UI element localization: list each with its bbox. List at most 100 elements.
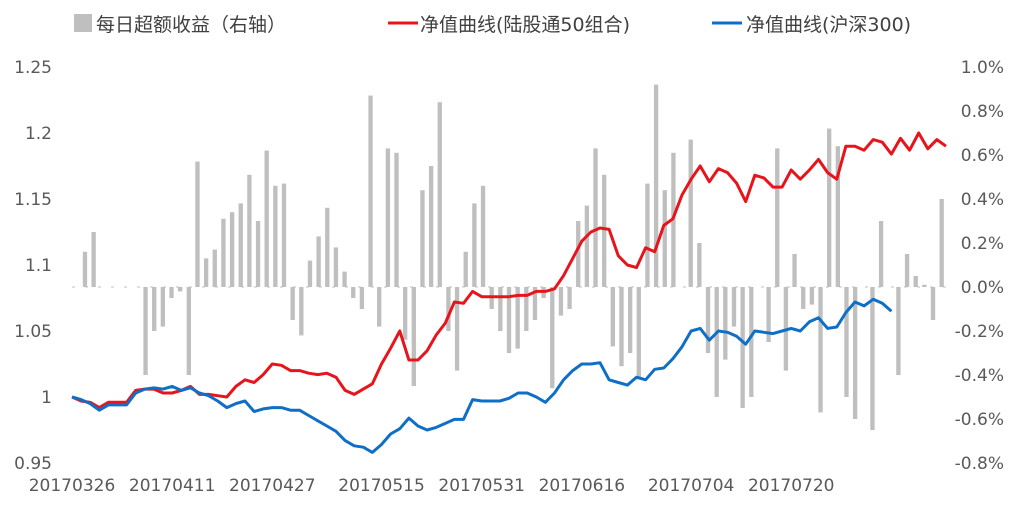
excess-return-bar	[524, 287, 529, 331]
excess-return-bar	[913, 276, 918, 287]
excess-return-bar	[662, 190, 667, 287]
excess-return-bar	[472, 203, 477, 287]
excess-return-bar	[602, 174, 607, 287]
x-axis-tick-label: 20170616	[539, 476, 626, 496]
left-axis: 0.95 1 1.05 1.1 1.15 1.2 1.25	[14, 58, 52, 474]
excess-return-bar	[299, 287, 304, 336]
excess-return-bar	[515, 287, 520, 349]
excess-return-bar	[351, 287, 356, 298]
excess-return-bar	[152, 287, 157, 331]
right-axis-tick-label: 1.0%	[961, 58, 1004, 78]
left-axis-tick-label: 1.15	[14, 190, 52, 210]
x-axis-tick-label: 20170411	[129, 476, 216, 496]
left-axis-tick-label: 1.1	[25, 256, 52, 276]
excess-return-bar	[368, 95, 373, 287]
left-axis-tick-label: 0.95	[14, 454, 52, 474]
excess-return-bar	[809, 287, 815, 305]
excess-return-bar	[160, 287, 166, 327]
excess-return-bar	[428, 166, 434, 287]
legend-label-portfolio-line: 净值曲线(陆股通50组合)	[420, 14, 630, 36]
excess-return-bar	[82, 251, 88, 287]
right-axis-tick-label: 0.6%	[961, 146, 1004, 166]
excess-return-bar	[775, 148, 780, 287]
excess-return-bar	[411, 287, 416, 386]
excess-return-bar	[143, 287, 148, 375]
excess-return-bar	[558, 287, 564, 316]
excess-return-bar	[576, 221, 581, 287]
x-axis-tick-label: 20170326	[29, 476, 116, 496]
excess-return-bar	[377, 287, 382, 327]
excess-return-bar	[878, 221, 884, 287]
left-axis-tick-label: 1.05	[14, 322, 52, 342]
excess-return-bar	[904, 254, 910, 287]
excess-return-bar	[264, 150, 269, 287]
excess-return-bar	[498, 287, 503, 331]
excess-return-bar	[930, 287, 936, 320]
excess-return-bar	[567, 287, 572, 309]
excess-return-bar	[697, 243, 702, 287]
excess-return-bar	[420, 190, 425, 287]
excess-return-bar	[827, 128, 832, 287]
nav-lines	[71, 131, 947, 454]
excess-return-bar	[255, 221, 261, 287]
excess-return-bar	[922, 284, 927, 287]
legend-label-hs300-line: 净值曲线(沪深300)	[746, 14, 911, 36]
excess-return-bar	[446, 287, 451, 331]
excess-return-bar	[749, 287, 754, 397]
excess-return-bar	[532, 287, 538, 320]
excess-return-bar	[506, 287, 512, 353]
excess-return-bar	[610, 287, 616, 347]
excess-return-bar	[91, 232, 96, 287]
excess-return-bar	[844, 287, 849, 397]
excess-return-bar	[550, 287, 555, 389]
excess-return-bar	[627, 287, 633, 353]
excess-return-bar	[221, 218, 226, 287]
excess-return-bar	[273, 185, 278, 287]
excess-return-bar	[766, 287, 771, 342]
excess-return-bar	[688, 139, 693, 287]
excess-return-bar	[792, 254, 797, 287]
x-axis-tick-label: 20170704	[648, 476, 735, 496]
excess-return-bar	[281, 183, 287, 287]
excess-return-bar	[385, 148, 391, 287]
right-axis-tick-label: -0.4%	[955, 366, 1004, 386]
excess-return-bar	[870, 287, 875, 430]
excess-return-bar	[316, 236, 321, 287]
excess-return-bar	[186, 287, 191, 375]
left-axis-tick-label: 1	[41, 388, 52, 408]
excess-return-bar	[835, 146, 840, 287]
excess-return-bar	[619, 287, 624, 367]
excess-return-bar	[325, 207, 330, 287]
right-axis-tick-label: -0.2%	[955, 322, 1004, 342]
excess-return-bar	[195, 161, 200, 287]
excess-return-bar	[394, 152, 399, 287]
legend: 每日超额收益（右轴） 净值曲线(陆股通50组合) 净值曲线(沪深300)	[74, 14, 911, 36]
legend-label-excess-bar: 每日超额收益（右轴）	[96, 14, 286, 36]
excess-return-bar	[437, 102, 442, 287]
excess-return-bar	[307, 260, 313, 287]
excess-return-bar	[645, 183, 650, 287]
x-axis-tick-label: 20170515	[338, 476, 425, 496]
excess-return-bar	[290, 287, 295, 320]
portfolio-nav-line	[71, 131, 947, 410]
excess-return-bar	[852, 287, 858, 419]
excess-return-bar	[584, 205, 590, 287]
excess-return-bar	[480, 185, 486, 287]
excess-return-bar	[247, 174, 252, 287]
excess-return-bar	[169, 287, 174, 298]
excess-return-bar	[463, 251, 468, 287]
excess-return-bar	[723, 287, 728, 360]
excess-return-bar	[740, 287, 745, 408]
excess-return-bar	[801, 287, 806, 309]
x-axis-tick-label: 20170720	[748, 476, 835, 496]
excess-return-bar	[178, 287, 183, 292]
excess-return-bar	[359, 287, 365, 309]
excess-return-bar	[714, 287, 719, 397]
x-axis: 20170326 20170411 20170427 20170515 20170531…	[29, 476, 835, 496]
excess-return-bar	[212, 249, 217, 287]
right-axis-tick-label: 0.2%	[961, 234, 1004, 254]
excess-return-bar	[705, 287, 711, 353]
excess-return-bar	[939, 199, 944, 287]
